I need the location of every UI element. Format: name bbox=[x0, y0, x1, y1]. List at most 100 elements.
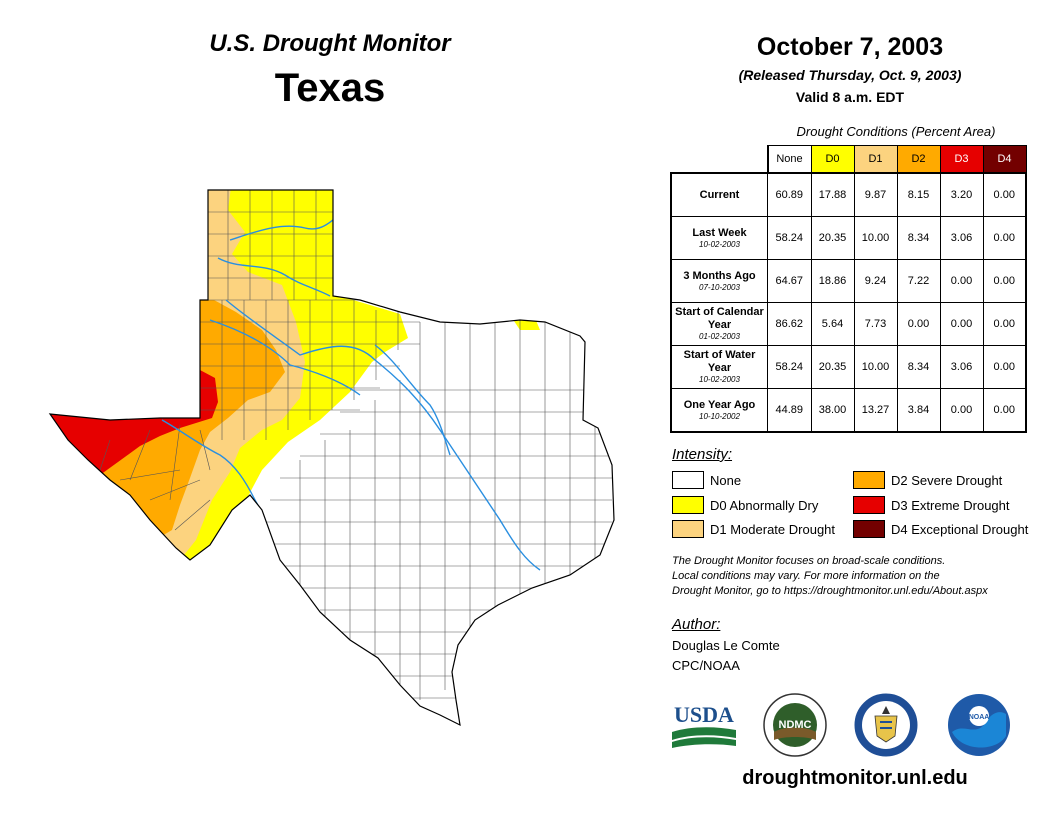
d3-area bbox=[50, 370, 218, 475]
author-name: Douglas Le Comte bbox=[672, 638, 780, 653]
county-lines bbox=[99, 190, 612, 700]
rivers bbox=[161, 219, 541, 571]
legend-label: D2 Severe Drought bbox=[891, 472, 1003, 488]
map-subtitle: U.S. Drought Monitor bbox=[209, 30, 451, 57]
table-row: One Year Ago 10-10-2002 44.89 38.00 13.27 3.8… bbox=[670, 388, 1027, 433]
row-label-text: One Year Ago bbox=[683, 398, 756, 411]
legend-swatch bbox=[672, 496, 704, 514]
note-line: Drought Monitor, go to https://droughtmo… bbox=[672, 585, 988, 597]
table-row: Start of Calendar Year 01-02-2003 86.62 5.6… bbox=[670, 302, 1027, 346]
table-cell: 17.88 bbox=[810, 172, 855, 217]
legend-item-d0: D0 Abnormally Dry bbox=[672, 496, 818, 514]
release-date: (Released Thursday, Oct. 9, 2003) bbox=[738, 67, 962, 83]
table-cell: 0.00 bbox=[939, 259, 984, 303]
table-cell: 60.89 bbox=[767, 172, 812, 217]
table-row: 3 Months Ago 07-10-2003 64.67 18.86 9.24 7.22… bbox=[670, 259, 1027, 303]
row-label-date: 10-02-2003 bbox=[699, 375, 740, 384]
table-cell: 8.15 bbox=[896, 172, 941, 217]
table-title: Drought Conditions (Percent Area) bbox=[796, 124, 996, 139]
author-org: CPC/NOAA bbox=[672, 658, 740, 673]
table-cell: 0.00 bbox=[982, 172, 1027, 217]
legend-swatch bbox=[853, 520, 885, 538]
legend-swatch bbox=[672, 520, 704, 538]
column-header-d4: D4 bbox=[982, 145, 1027, 174]
legend-item-d1: D1 Moderate Drought bbox=[672, 520, 835, 538]
row-label: 3 Months Ago 07-10-2003 bbox=[670, 259, 768, 303]
legend-label: D3 Extreme Drought bbox=[891, 497, 1010, 513]
legend-swatch bbox=[853, 471, 885, 489]
noaa-logo-text: NOAA bbox=[969, 714, 990, 721]
row-label-text: Current bbox=[699, 188, 740, 201]
row-label: Start of Water Year 10-02-2003 bbox=[670, 345, 768, 389]
table-cell: 0.00 bbox=[896, 302, 941, 346]
map-date: October 7, 2003 bbox=[756, 33, 944, 61]
table-cell: 7.22 bbox=[896, 259, 941, 303]
table-cell: 9.24 bbox=[853, 259, 898, 303]
legend-item-none: None bbox=[672, 471, 741, 489]
table-cell: 0.00 bbox=[939, 302, 984, 346]
commerce-seal-logo bbox=[854, 693, 918, 757]
table-cell: 86.62 bbox=[767, 302, 812, 346]
table-cell: 3.20 bbox=[939, 172, 984, 217]
row-label-date: 10-02-2003 bbox=[699, 239, 740, 249]
row-label-text: Start of Water Year bbox=[683, 349, 756, 374]
legend-label: D0 Abnormally Dry bbox=[710, 497, 819, 513]
legend-label: None bbox=[710, 472, 742, 488]
row-label-date: 10-10-2002 bbox=[699, 411, 740, 421]
note-line: Local conditions may vary. For more info… bbox=[672, 570, 940, 582]
trinity-river bbox=[374, 344, 451, 456]
table-cell: 8.34 bbox=[896, 216, 941, 260]
usda-logo-text: USDA bbox=[674, 702, 734, 727]
table-cell: 58.24 bbox=[767, 216, 812, 260]
table-row: Current 60.89 17.88 9.87 8.15 3.20 0.00 bbox=[670, 172, 1027, 217]
website-link[interactable]: droughtmonitor.unl.edu bbox=[742, 767, 968, 789]
table-cell: 3.84 bbox=[896, 388, 941, 433]
legend-label: D4 Exceptional Drought bbox=[891, 521, 1029, 537]
table-cell: 8.34 bbox=[896, 345, 941, 389]
table-cell: 0.00 bbox=[982, 259, 1027, 303]
table-cell: 64.67 bbox=[767, 259, 812, 303]
row-label-date: 07-10-2003 bbox=[699, 282, 740, 292]
row-label: Start of Calendar Year 01-02-2003 bbox=[670, 302, 768, 346]
table-cell: 20.35 bbox=[810, 216, 855, 260]
legend-item-d2: D2 Severe Drought bbox=[853, 471, 1002, 489]
row-label: Current bbox=[670, 172, 768, 217]
canadian-river bbox=[217, 257, 331, 297]
table-cell: 0.00 bbox=[939, 388, 984, 433]
row-label: Last Week 10-02-2003 bbox=[670, 216, 768, 260]
drought-areas bbox=[50, 190, 614, 725]
row-label-date: 01-02-2003 bbox=[699, 332, 740, 341]
texas-drought-map bbox=[48, 189, 615, 727]
row-label-text: Last Week bbox=[692, 226, 747, 239]
table-body: Current 60.89 17.88 9.87 8.15 3.20 0.00 Last We… bbox=[670, 172, 1027, 433]
table-cell: 7.73 bbox=[853, 302, 898, 346]
table-cell: 5.64 bbox=[810, 302, 855, 346]
legend-swatch bbox=[853, 496, 885, 514]
column-header-d0: D0 bbox=[810, 145, 855, 174]
legend-title: Intensity: bbox=[672, 446, 733, 463]
table-cell: 13.27 bbox=[853, 388, 898, 433]
table-row: Start of Water Year 10-02-2003 58.24 20.35 1… bbox=[670, 345, 1027, 389]
colorado-river bbox=[209, 319, 361, 396]
column-header-d3: D3 bbox=[939, 145, 984, 174]
legend-label: D1 Moderate Drought bbox=[710, 521, 836, 537]
table-cell: 3.06 bbox=[939, 216, 984, 260]
drought-conditions-table: None D0 D1 D2 D3 D4 Current 60.89 17.88 9.8… bbox=[670, 145, 1027, 433]
row-label-text: Start of Calendar Year bbox=[675, 306, 764, 331]
disclaimer-note: The Drought Monitor focuses on broad-sca… bbox=[672, 554, 1047, 599]
ndmc-logo-text: NDMC bbox=[779, 719, 812, 731]
table-cell: 10.00 bbox=[853, 345, 898, 389]
table-cell: 0.00 bbox=[982, 216, 1027, 260]
state-title: Texas bbox=[274, 66, 386, 110]
column-header-d2: D2 bbox=[896, 145, 941, 174]
row-label: One Year Ago 10-10-2002 bbox=[670, 388, 768, 433]
note-line: The Drought Monitor focuses on broad-sca… bbox=[672, 555, 946, 567]
column-header-d1: D1 bbox=[853, 145, 898, 174]
legend-item-d3: D3 Extreme Drought bbox=[853, 496, 1010, 514]
table-cell: 44.89 bbox=[767, 388, 812, 433]
usda-logo: USDA bbox=[672, 702, 736, 748]
row-label-text: 3 Months Ago bbox=[683, 269, 756, 282]
ndmc-logo: NDMC bbox=[763, 693, 827, 757]
table-cell: 9.87 bbox=[853, 172, 898, 217]
table-cell: 0.00 bbox=[982, 302, 1027, 346]
